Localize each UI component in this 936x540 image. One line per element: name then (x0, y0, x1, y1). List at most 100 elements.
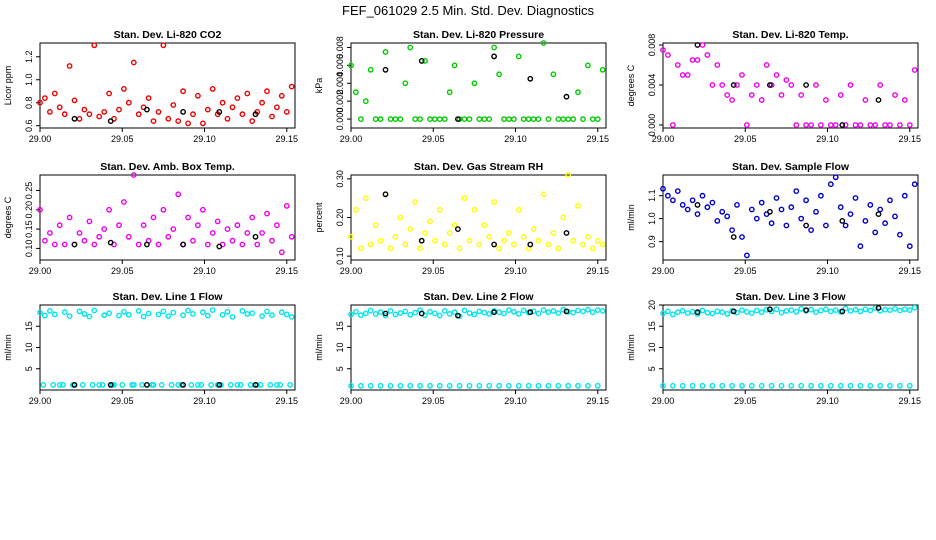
data-point (748, 206, 755, 213)
data-point (56, 381, 63, 388)
highlight-point (107, 381, 114, 388)
y-tick-label: 0.6 (24, 119, 34, 132)
data-point (283, 202, 290, 209)
y-tick-label: 0.004 (647, 74, 657, 97)
data-point (660, 310, 666, 317)
data-point (670, 197, 676, 204)
data-point (185, 214, 192, 221)
data-point (808, 122, 814, 128)
data-point (679, 201, 686, 208)
data-point (594, 382, 601, 389)
data-point (209, 230, 216, 236)
data-point (748, 382, 755, 389)
data-point (249, 118, 256, 125)
data-point (357, 116, 364, 123)
panel-8: Stan. Dev. Line 2 Flow ml/min 29.00 29.05 29… (314, 291, 609, 406)
data-point (116, 222, 122, 229)
data-point (239, 241, 246, 248)
x-tick-label: 29.00 (29, 266, 52, 276)
y-tick-label: 15 (647, 321, 657, 331)
data-point (170, 226, 177, 233)
data-point (40, 381, 47, 388)
data-point (145, 310, 152, 317)
data-point (150, 118, 157, 125)
data-point (580, 241, 586, 248)
data-point (219, 311, 226, 318)
data-point (555, 245, 562, 252)
data-point (119, 381, 126, 388)
highlight-point (694, 309, 701, 316)
data-point (768, 382, 775, 389)
data-point (160, 42, 167, 49)
data-point (86, 218, 93, 225)
data-point (417, 245, 423, 252)
data-point (130, 59, 137, 66)
data-point (367, 241, 374, 248)
data-point (357, 245, 364, 252)
data-point (660, 47, 666, 53)
y-axis-label: ml/min (3, 334, 13, 361)
y-axis-label: ml/min (626, 204, 636, 231)
data-point (714, 308, 721, 315)
data-point (505, 382, 512, 389)
y-tick-label: 5 (647, 366, 657, 371)
data-point (813, 208, 819, 215)
y-tick-label: 0.000 (647, 114, 657, 137)
data-point (758, 97, 765, 103)
data-point (50, 381, 57, 388)
data-point (461, 307, 468, 314)
data-point (471, 311, 478, 318)
x-tick-label: 29.05 (111, 396, 134, 406)
data-point (269, 312, 275, 319)
highlight-point (875, 211, 882, 218)
plot-frame (662, 174, 919, 261)
x-tick-label: 29.15 (899, 396, 922, 406)
data-point (575, 89, 581, 96)
data-point (190, 111, 196, 118)
plot-frame (39, 42, 296, 129)
data-point (665, 192, 671, 199)
y-tick-label: 0.8 (24, 96, 34, 109)
x-tick-label: 29.15 (899, 266, 922, 276)
data-point (348, 233, 354, 240)
data-point (599, 307, 606, 314)
data-point (699, 307, 706, 314)
highlight-point (180, 241, 187, 248)
data-point (259, 99, 265, 106)
data-point (911, 304, 918, 311)
data-point (714, 62, 721, 68)
data-point (224, 115, 231, 122)
data-point (486, 310, 493, 317)
data-point (264, 210, 270, 217)
data-point (397, 310, 404, 316)
data-point (214, 218, 221, 225)
data-point (436, 206, 443, 213)
data-point (476, 382, 483, 389)
y-axis-label: ml/min (314, 334, 324, 361)
data-point (362, 310, 369, 317)
highlight-point (454, 312, 461, 319)
data-point (857, 122, 864, 128)
data-point (808, 306, 814, 313)
y-tick-label: 1.1 (647, 189, 657, 202)
data-point (827, 181, 834, 188)
data-point (130, 172, 137, 178)
data-point (277, 381, 284, 388)
data-point (273, 381, 280, 388)
data-point (520, 307, 527, 314)
data-point (585, 382, 591, 389)
highlight-point (694, 42, 701, 48)
data-point (689, 382, 696, 389)
data-point (744, 122, 750, 128)
data-point (427, 382, 433, 389)
data-point (273, 104, 280, 111)
data-point (803, 197, 809, 204)
data-point (515, 310, 522, 317)
data-point (367, 307, 374, 314)
x-tick-label: 29.10 (816, 266, 839, 276)
data-point (180, 88, 187, 95)
data-point (456, 382, 463, 389)
data-point (116, 312, 122, 319)
data-point (773, 195, 780, 201)
data-point (734, 201, 740, 208)
